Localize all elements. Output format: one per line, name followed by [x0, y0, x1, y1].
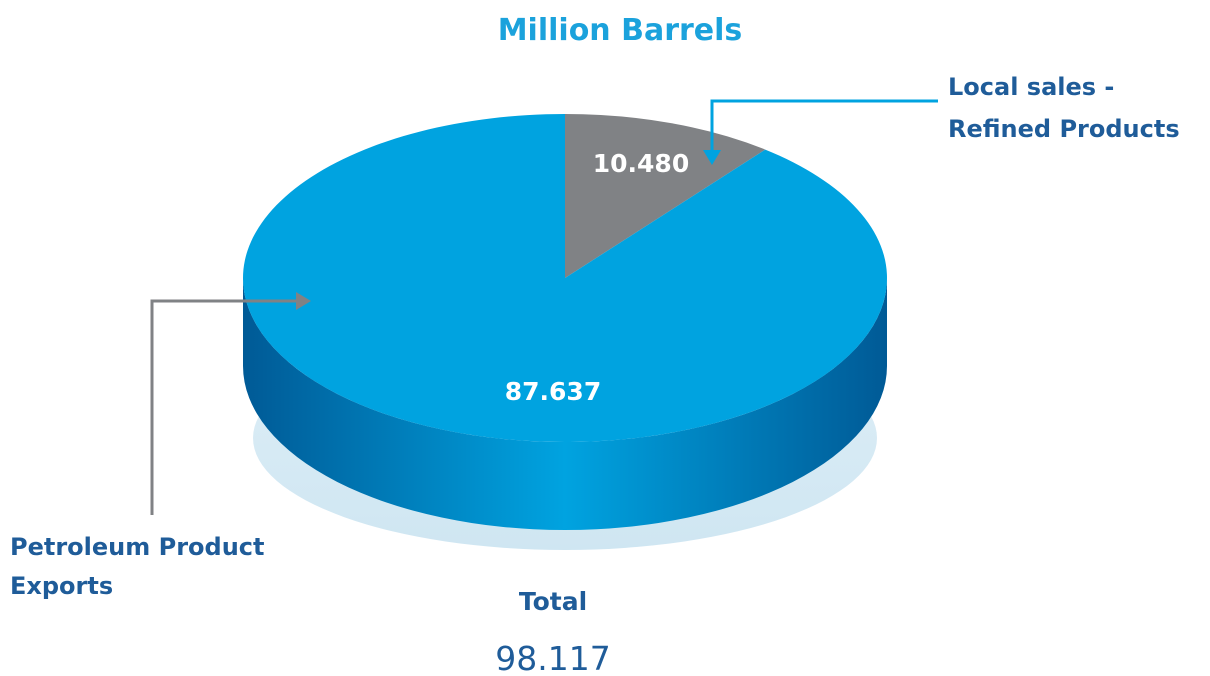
data-label-exports: 87.637: [505, 377, 601, 406]
callout-local-sales-line2: Refined Products: [948, 115, 1180, 143]
total-value: 98.117: [495, 639, 610, 676]
pie-side: [243, 278, 887, 530]
total-label: Total: [519, 587, 587, 616]
callout-exports-line2: Exports: [10, 572, 113, 600]
chart-title: Million Barrels: [498, 13, 743, 48]
leader-line-exports: [150, 299, 297, 515]
leader-arrow-exports: [296, 292, 311, 310]
leader-line-local-sales: [710, 99, 938, 150]
leader-arrow-local-sales: [703, 150, 721, 165]
callout-exports-line1: Petroleum Product: [10, 533, 265, 561]
data-label-local-sales: 10.480: [593, 149, 689, 178]
callout-local-sales-line1: Local sales -: [948, 73, 1114, 101]
pie-slice-exports: [243, 114, 887, 442]
